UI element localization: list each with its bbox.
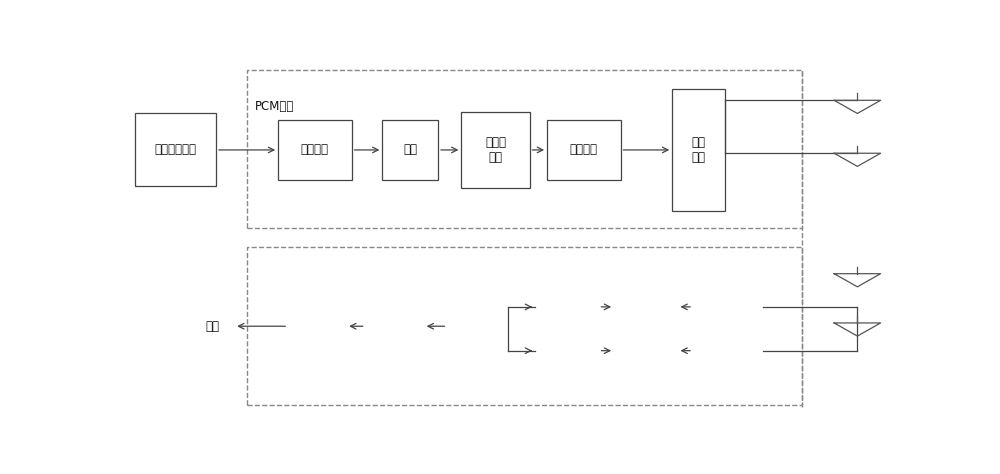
Text: PCM码流: PCM码流 [255, 100, 295, 113]
Text: 预滤波
处理: 预滤波 处理 [485, 136, 506, 164]
Text: 系统参数设置: 系统参数设置 [154, 144, 196, 156]
Bar [672, 89, 725, 211]
Bar [247, 70, 802, 228]
Bar [382, 120, 438, 180]
Text: 插值: 插值 [403, 144, 417, 156]
Bar [247, 246, 802, 405]
Bar [461, 111, 530, 188]
Text: 码型变换: 码型变换 [301, 144, 329, 156]
Bar [547, 120, 621, 180]
Bar [135, 113, 216, 186]
Bar [278, 120, 352, 180]
Text: 频率调制: 频率调制 [570, 144, 598, 156]
Text: 输出: 输出 [206, 320, 220, 333]
Text: 发射
分集: 发射 分集 [692, 136, 706, 164]
